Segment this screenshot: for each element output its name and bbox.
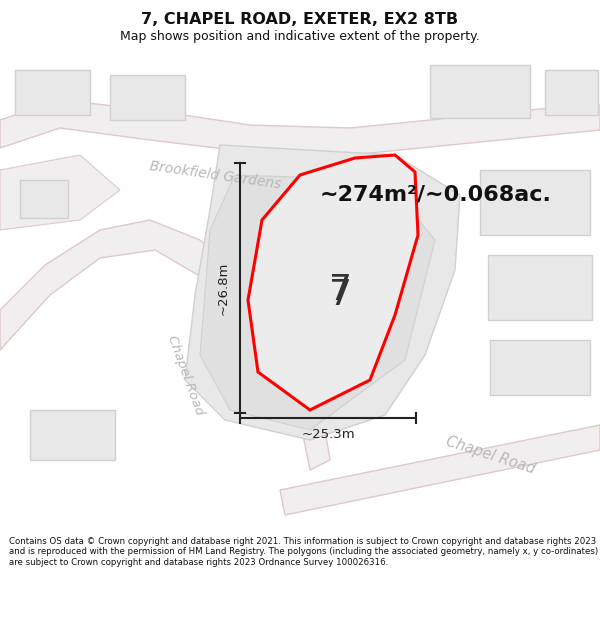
Text: Contains OS data © Crown copyright and database right 2021. This information is : Contains OS data © Crown copyright and d… xyxy=(9,537,598,567)
Polygon shape xyxy=(110,75,185,120)
Polygon shape xyxy=(280,425,600,515)
Polygon shape xyxy=(490,340,590,395)
Polygon shape xyxy=(0,155,120,230)
Polygon shape xyxy=(200,175,435,430)
Polygon shape xyxy=(248,155,418,410)
Polygon shape xyxy=(0,220,330,470)
Polygon shape xyxy=(480,170,590,235)
Text: ~26.8m: ~26.8m xyxy=(217,261,230,315)
Text: ~274m²/~0.068ac.: ~274m²/~0.068ac. xyxy=(320,185,552,205)
Text: ~25.3m: ~25.3m xyxy=(301,428,355,441)
Text: Chapel Road: Chapel Road xyxy=(164,333,205,417)
Text: Brookfield Gardens: Brookfield Gardens xyxy=(148,159,282,191)
Text: 7, CHAPEL ROAD, EXETER, EX2 8TB: 7, CHAPEL ROAD, EXETER, EX2 8TB xyxy=(142,12,458,27)
Polygon shape xyxy=(20,180,68,218)
Text: Chapel Road: Chapel Road xyxy=(443,434,536,476)
Text: Map shows position and indicative extent of the property.: Map shows position and indicative extent… xyxy=(120,30,480,43)
Polygon shape xyxy=(488,255,592,320)
Polygon shape xyxy=(430,65,530,118)
Polygon shape xyxy=(0,100,600,155)
Polygon shape xyxy=(15,70,90,115)
Text: 7: 7 xyxy=(329,273,352,307)
Polygon shape xyxy=(30,410,115,460)
Text: 7: 7 xyxy=(329,278,352,312)
Polygon shape xyxy=(185,145,460,440)
Polygon shape xyxy=(545,70,598,115)
